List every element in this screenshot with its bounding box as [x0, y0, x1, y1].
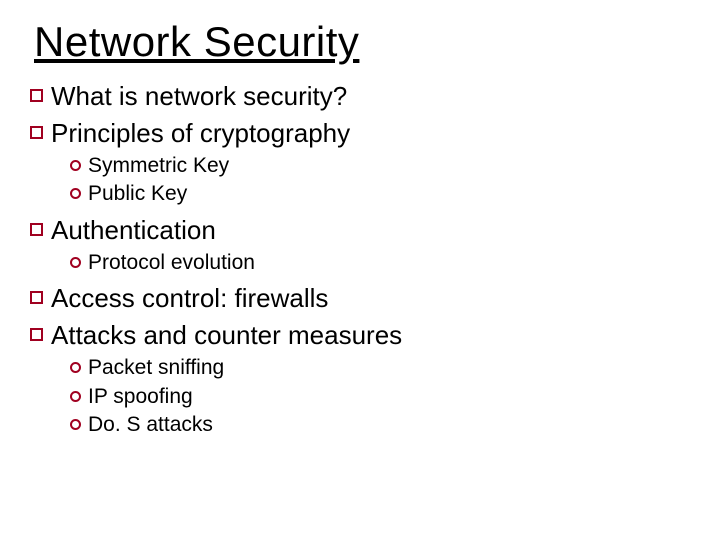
circle-bullet-icon: [70, 391, 81, 402]
list-item: IP spoofing: [70, 384, 692, 410]
item-label: Public Key: [88, 181, 187, 207]
item-label: Access control: firewalls: [51, 282, 328, 315]
square-bullet-icon: [30, 126, 43, 139]
list-item: Authentication: [28, 214, 692, 247]
list-item: Packet sniffing: [70, 355, 692, 381]
list-item: Attacks and counter measures: [28, 319, 692, 352]
item-label: What is network security?: [51, 80, 347, 113]
list-item: Protocol evolution: [70, 250, 692, 276]
slide: Network Security What is network securit…: [0, 0, 720, 540]
circle-bullet-icon: [70, 419, 81, 430]
outline-list: What is network security? Principles of …: [28, 80, 692, 438]
sublist: Symmetric Key Public Key: [70, 153, 692, 208]
list-item: Access control: firewalls: [28, 282, 692, 315]
square-bullet-icon: [30, 89, 43, 102]
item-label: Principles of cryptography: [51, 117, 350, 150]
slide-title: Network Security: [34, 18, 692, 66]
list-item: Symmetric Key: [70, 153, 692, 179]
item-label: Do. S attacks: [88, 412, 213, 438]
item-label: Protocol evolution: [88, 250, 255, 276]
item-label: Attacks and counter measures: [51, 319, 402, 352]
list-item: What is network security?: [28, 80, 692, 113]
item-label: Packet sniffing: [88, 355, 224, 381]
item-label: Authentication: [51, 214, 216, 247]
square-bullet-icon: [30, 291, 43, 304]
sublist: Packet sniffing IP spoofing Do. S attack…: [70, 355, 692, 438]
list-item: Principles of cryptography: [28, 117, 692, 150]
circle-bullet-icon: [70, 160, 81, 171]
circle-bullet-icon: [70, 257, 81, 268]
square-bullet-icon: [30, 328, 43, 341]
item-label: IP spoofing: [88, 384, 193, 410]
circle-bullet-icon: [70, 362, 81, 373]
list-item: Public Key: [70, 181, 692, 207]
circle-bullet-icon: [70, 188, 81, 199]
item-label: Symmetric Key: [88, 153, 229, 179]
sublist: Protocol evolution: [70, 250, 692, 276]
list-item: Do. S attacks: [70, 412, 692, 438]
square-bullet-icon: [30, 223, 43, 236]
